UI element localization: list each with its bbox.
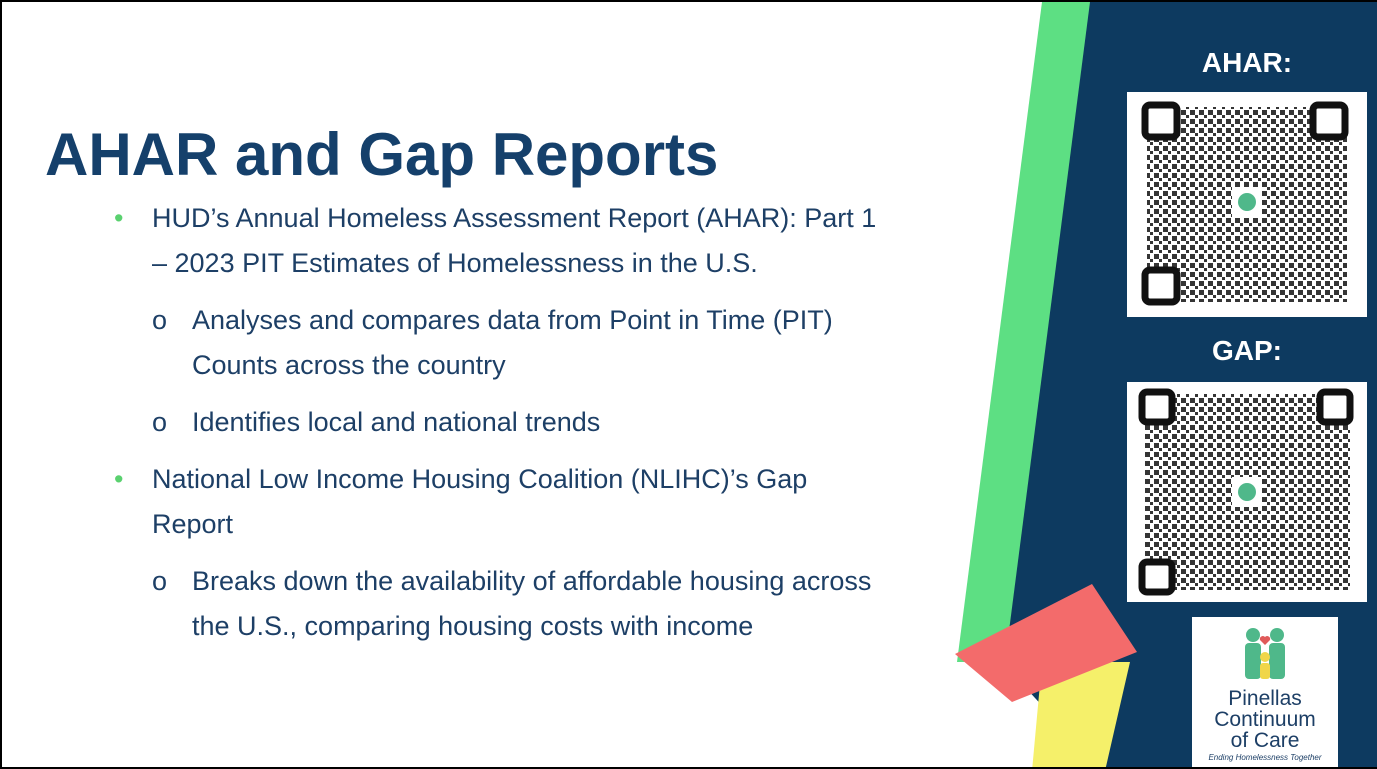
yellow-stripe — [1032, 662, 1130, 767]
logo-icon — [1245, 628, 1285, 679]
logo: Pinellas Continuum of Care Ending Homele… — [1192, 617, 1338, 767]
logo-text: Pinellas — [1228, 687, 1302, 710]
green-stripe — [957, 2, 1090, 662]
qr-ahar — [1127, 92, 1367, 317]
logo-text: Continuum — [1214, 708, 1316, 731]
red-shape — [955, 584, 1137, 702]
qr-gap — [1127, 382, 1367, 602]
logo-tagline: Ending Homelessness Together — [1208, 753, 1322, 762]
logo-text: of Care — [1230, 729, 1300, 752]
bullet-list: HUD’s Annual Homeless Assessment Report … — [112, 184, 882, 649]
qr-label: AHAR: — [1201, 47, 1293, 78]
sub-bullet: Breaks down the availability of affordab… — [112, 559, 882, 649]
sub-bullet: Identifies local and national trends — [112, 400, 882, 445]
sub-bullet: Analyses and compares data from Point in… — [112, 298, 882, 388]
bullet: National Low Income Housing Coalition (N… — [112, 457, 882, 547]
title: AHAR and Gap Reports — [45, 121, 719, 188]
qr-label: GAP: — [1212, 335, 1282, 366]
bullet: HUD’s Annual Homeless Assessment Report … — [112, 196, 882, 286]
